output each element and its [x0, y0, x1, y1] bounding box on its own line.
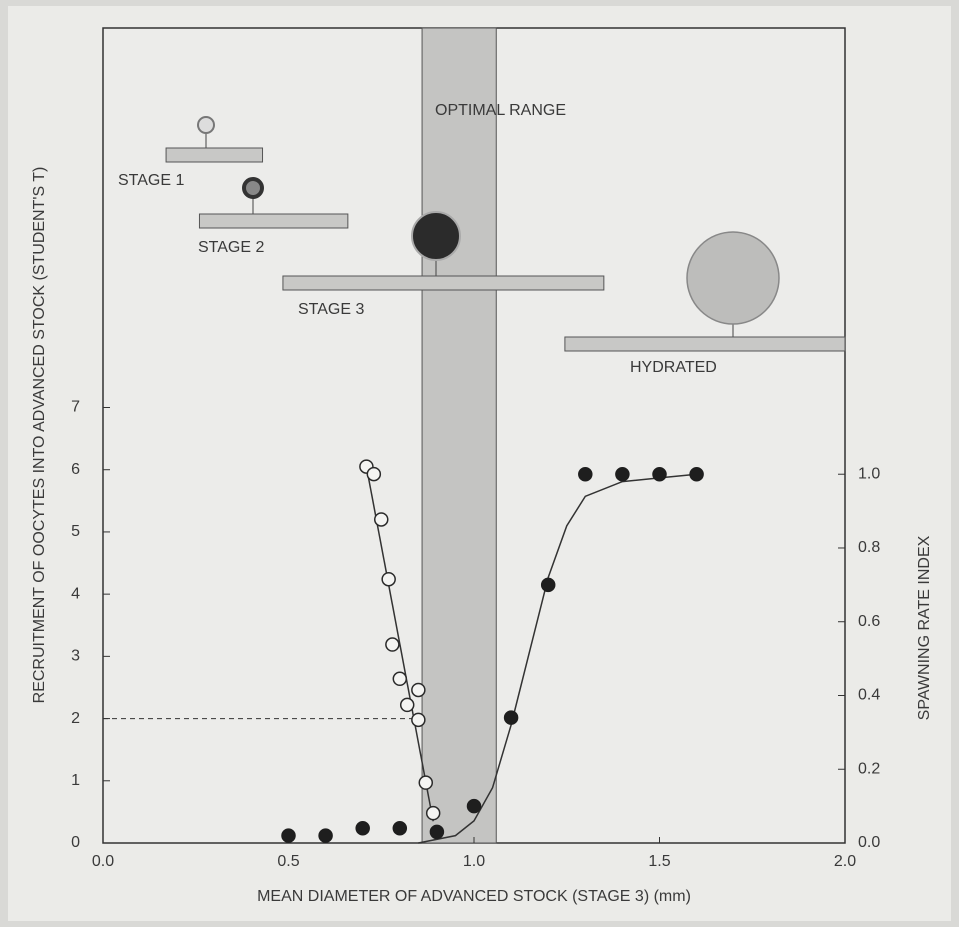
- data-point: [399, 697, 415, 713]
- data-point: [411, 712, 426, 728]
- y-tick-label: 6: [71, 461, 80, 478]
- x-tick-label: 0.0: [92, 853, 114, 870]
- fit-curve: [418, 473, 697, 844]
- x-tick-label: 0.5: [277, 853, 299, 870]
- data-point: [466, 798, 482, 814]
- data-point: [374, 512, 389, 527]
- data-point: [281, 828, 296, 843]
- oocyte-stage-3: [411, 211, 461, 261]
- stage-label: HYDRATED: [630, 359, 717, 376]
- data-point: [540, 577, 556, 593]
- data-point: [615, 466, 630, 482]
- data-point: [318, 828, 333, 843]
- y-tick-label: 1: [71, 772, 80, 789]
- y-tick-label: 7: [71, 399, 80, 416]
- y-axis-label: RECRUITMENT OF OOCYTES INTO ADVANCED STO…: [31, 167, 48, 704]
- data-point: [381, 571, 396, 587]
- x-axis-label: MEAN DIAMETER OF ADVANCED STOCK (STAGE 3…: [257, 888, 691, 905]
- data-point: [411, 682, 426, 698]
- data-point: [366, 466, 382, 482]
- optimal-band: [421, 27, 497, 844]
- oocyte-stage-1: [197, 116, 215, 134]
- stage-label: STAGE 2: [198, 239, 264, 256]
- y2-axis-label: SPAWNING RATE INDEX: [916, 535, 933, 720]
- x-tick-label: 2.0: [834, 853, 856, 870]
- data-point: [503, 710, 519, 725]
- y2-tick-label: 1.0: [858, 465, 880, 482]
- y2-tick-label: 0.4: [858, 687, 880, 704]
- data-point: [578, 466, 593, 482]
- data-point: [689, 466, 704, 482]
- data-point: [355, 820, 370, 836]
- data-point: [652, 466, 667, 482]
- data-point: [385, 637, 400, 652]
- data-point: [392, 671, 408, 687]
- y2-tick-label: 0.0: [858, 834, 880, 851]
- stage-bar: [564, 336, 846, 352]
- stage-bar: [282, 275, 605, 291]
- y2-tick-label: 0.2: [858, 760, 880, 777]
- data-point: [392, 820, 408, 836]
- y-tick-label: 5: [71, 523, 80, 540]
- y-tick-label: 4: [71, 585, 80, 602]
- band-label: OPTIMAL RANGE: [435, 102, 566, 119]
- x-tick-label: 1.0: [463, 853, 485, 870]
- data-point: [418, 775, 434, 790]
- y-tick-label: 2: [71, 710, 80, 727]
- oocyte-stage-2: [242, 177, 264, 199]
- y-tick-label: 3: [71, 648, 80, 665]
- data-point: [425, 805, 441, 821]
- y2-tick-label: 0.8: [858, 539, 880, 556]
- stage-illustrations: [197, 116, 780, 337]
- y2-tick-label: 0.6: [858, 613, 880, 630]
- stage-bar: [198, 213, 349, 229]
- stage-label: STAGE 1: [118, 172, 184, 189]
- stage-bar: [165, 147, 264, 163]
- x-tick-label: 1.5: [648, 853, 670, 870]
- y-tick-label: 0: [71, 834, 80, 851]
- data-point: [429, 824, 445, 840]
- stage-label: STAGE 3: [298, 301, 364, 318]
- oocyte-hydrated: [686, 231, 780, 325]
